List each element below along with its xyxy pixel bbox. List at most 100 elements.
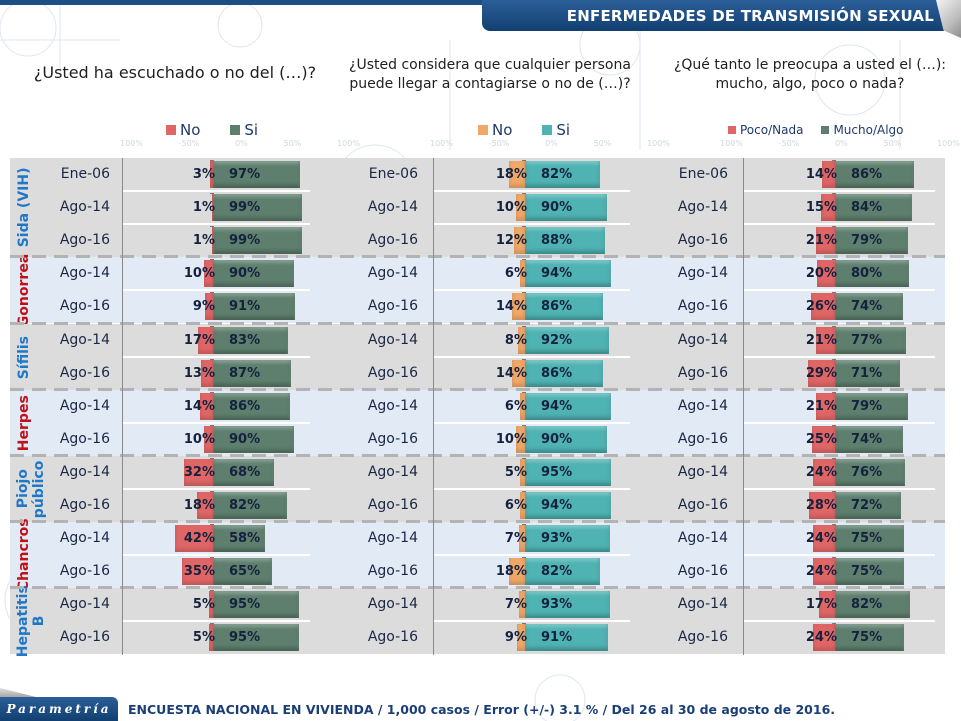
bar-mucho-algo [835,194,913,222]
bar-si [525,359,604,387]
row-date-label: Ago-16 [677,298,728,315]
bar-mucho-algo [835,293,904,321]
row-separator [743,620,935,623]
zero-axis-tick [832,325,836,327]
zero-axis-tick [522,623,526,625]
row-separator [122,223,310,226]
row-separator [433,289,630,292]
zero-axis-tick [832,524,836,526]
value-label-si: 94% [541,398,573,414]
row-date-label: Ago-16 [367,364,418,381]
bar-poco-nada [808,359,835,387]
value-label-si: 93% [541,531,573,547]
value-label-si: 82% [229,498,261,513]
value-label-no: 9% [192,299,215,315]
value-label-si: 99% [229,233,261,249]
legend-swatch-mucho-algo [821,126,830,134]
bar-si [525,392,611,420]
row-date-label: Ago-16 [367,629,418,646]
bar-no [508,558,525,586]
zero-axis-tick [522,524,526,526]
zero-axis-tick [210,325,214,327]
bar-mucho-algo [835,260,909,288]
row-separator [433,421,630,424]
bar-si [213,492,287,519]
value-label-poco-nada: 14% [805,167,837,182]
value-label-mucho-algo: 71% [851,365,883,381]
value-label-poco-nada: 24% [805,564,837,580]
row-date-label: Ago-16 [59,430,110,447]
bar-poco-nada [819,591,835,619]
value-label-no: 3% [192,167,215,182]
question-contagion-line1: ¿Usted considera que cualquier persona [349,57,631,73]
group-label: Sida (VIH) [16,167,32,248]
bar-no [519,492,525,519]
zero-axis-tick [832,391,836,393]
group-label: Piojo público [15,460,47,518]
row-separator [433,554,630,557]
value-label-no: 5% [504,464,527,480]
row-date-label: Ago-14 [677,530,728,547]
value-label-poco-nada: 29% [805,365,837,381]
row-date-label: Ene-06 [60,166,110,182]
zero-axis-tick [522,358,526,360]
top-stripe [0,0,961,5]
bar-poco-nada [815,227,835,255]
value-label-mucho-algo: 80% [851,266,883,282]
bar-poco-nada [815,326,835,354]
value-label-si: 92% [541,332,573,348]
zero-axis-tick [522,424,526,426]
bar-si [213,227,303,255]
axis-tick-label: 100% [430,139,453,148]
value-label-si: 95% [229,597,261,613]
row-separator [433,620,630,623]
zero-axis-tick [210,358,214,360]
zero-axis-tick [210,391,214,393]
bar-no [204,260,213,288]
value-label-si: 65% [229,564,261,580]
bar-no [208,591,213,619]
zero-axis-tick [522,557,526,559]
bar-no [517,326,525,354]
value-label-si: 86% [541,365,573,381]
zero-axis-tick [832,160,836,161]
bar-si [213,392,291,420]
zero-axis-tick [210,491,214,492]
group-separator [10,586,945,590]
bar-si [525,194,607,222]
value-label-si: 88% [541,233,573,249]
row-separator [122,421,310,424]
legend-item-si: Si [542,121,570,139]
value-label-si: 58% [229,531,261,547]
bar-no [519,260,525,288]
row-date-label: Ago-16 [59,232,110,249]
legend-swatch-no [478,125,488,135]
row-date-label: Ago-14 [367,265,418,282]
bar-poco-nada [809,492,835,519]
zero-axis-tick [832,226,836,228]
value-label-poco-nada: 28% [805,498,837,513]
value-label-no: 10% [495,431,527,447]
bar-si [213,194,303,222]
value-label-mucho-algo: 74% [851,299,883,315]
bar-no [208,624,213,652]
bar-mucho-algo [835,227,908,255]
row-separator [122,190,310,193]
row-date-label: Ago-14 [677,199,728,216]
zero-axis-tick [832,259,836,261]
row-date-label: Ago-16 [59,364,110,381]
value-label-si: 94% [541,498,573,513]
value-label-si: 68% [229,464,261,480]
category-axis-line [743,158,744,655]
bar-mucho-algo [835,161,915,188]
row-separator [743,355,935,358]
bar-no [201,359,213,387]
value-label-no: 18% [183,498,215,513]
row-date-label: Ago-16 [367,430,418,447]
axis-tick-label: 50% [593,139,612,148]
value-label-poco-nada: 21% [805,332,837,348]
bar-poco-nada [822,161,835,188]
row-date-label: Ago-16 [367,298,418,315]
bar-no [512,359,525,387]
category-axis-line [122,158,123,655]
